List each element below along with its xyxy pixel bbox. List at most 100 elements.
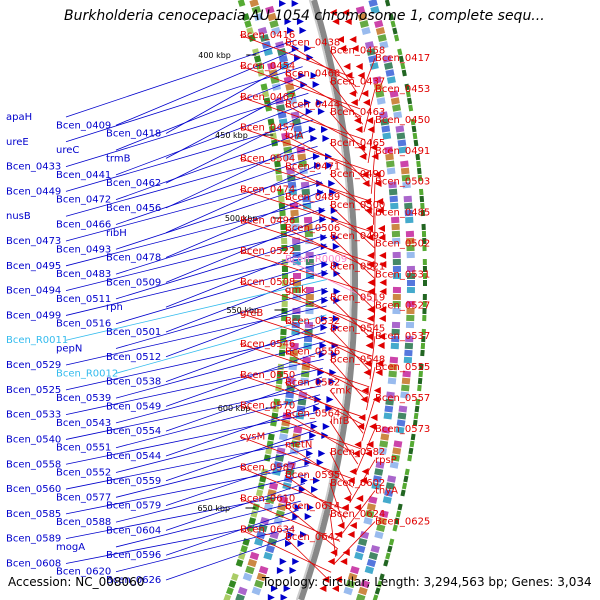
leader-line	[284, 73, 362, 117]
gene-label: Bcen_0552	[56, 468, 111, 479]
feature-block	[273, 461, 283, 469]
gene-arrow	[329, 189, 337, 196]
gene-arrow	[319, 585, 327, 592]
backbone-ring	[298, 0, 358, 600]
feature-block	[278, 195, 285, 203]
gene-label: Bcen_0614	[285, 501, 340, 512]
leader-line	[239, 467, 349, 511]
leader-line	[115, 394, 321, 449]
gene-arrow	[321, 126, 329, 133]
gene-label: Bcen_0468	[285, 69, 340, 80]
feature-block	[388, 13, 395, 21]
gene-arrow	[320, 234, 328, 241]
gene-label: Bcen_0604	[106, 525, 161, 536]
feature-block	[237, 586, 248, 596]
leader-line	[284, 135, 370, 179]
leader-line	[355, 428, 376, 473]
leader-line	[284, 42, 357, 87]
feature-block	[393, 34, 400, 42]
feature-block	[277, 503, 287, 511]
feature-block	[416, 160, 421, 168]
feature-block	[345, 579, 356, 589]
gene-arrow	[354, 504, 362, 511]
feature-block	[242, 572, 253, 582]
gene-label: trmB	[106, 153, 131, 164]
feature-block	[419, 195, 425, 203]
gene-arrow	[334, 576, 342, 583]
gene-label: Bcen_0642	[285, 532, 340, 543]
gene-label: Bcen_0573	[375, 424, 430, 435]
gene-arrow	[360, 396, 368, 403]
feature-block	[395, 125, 405, 133]
feature-block	[267, 62, 277, 70]
gene-arrow	[361, 171, 369, 178]
feature-block	[376, 97, 386, 105]
gene-label: Bcen_0504	[240, 154, 295, 165]
feature-block	[397, 412, 407, 420]
feature-block	[258, 565, 269, 575]
gene-label: Bcen_0539	[56, 393, 111, 404]
gene-label: Bcen_0444	[285, 100, 340, 111]
leader-line	[239, 250, 376, 295]
leader-line	[65, 518, 297, 564]
feature-block	[419, 363, 424, 371]
leader-line	[367, 119, 376, 164]
gene-arrow	[362, 180, 370, 187]
feature-block	[293, 426, 303, 434]
gene-arrow	[304, 45, 312, 52]
gene-arrow	[339, 45, 347, 52]
feature-block	[385, 482, 395, 490]
feature-block	[263, 454, 271, 462]
feature-block	[378, 447, 387, 455]
gene-label: Bcen_0454	[240, 61, 295, 72]
leader-line	[165, 83, 307, 159]
gene-arrow	[377, 342, 385, 349]
feature-block	[404, 202, 413, 210]
feature-block	[235, 559, 244, 567]
feature-block	[393, 440, 403, 448]
gene-label: ribH	[106, 228, 127, 239]
feature-block	[376, 580, 383, 588]
gene-arrow	[310, 72, 318, 79]
gene-label: greB	[240, 308, 263, 319]
leader-line	[165, 509, 299, 556]
gene-arrow	[374, 180, 382, 187]
gene-arrow	[363, 99, 371, 106]
feature-block	[286, 90, 296, 98]
gene-arrow	[364, 450, 372, 457]
feature-block	[388, 538, 395, 546]
gene-label: Bcen_0525	[6, 385, 61, 396]
feature-block	[417, 384, 422, 392]
feature-block	[385, 552, 391, 560]
feature-block	[387, 545, 393, 553]
gene-arrow	[367, 279, 375, 286]
gene-label: Bcen_0521	[330, 262, 385, 273]
gene-label: Bcen_0596	[106, 550, 161, 561]
gene-label: Bcen_R0009	[285, 254, 347, 265]
feature-block	[249, 551, 260, 561]
gene-arrow	[331, 216, 339, 223]
gene-arrow	[377, 225, 385, 232]
feature-block	[412, 132, 418, 140]
leader-line	[284, 474, 347, 519]
gene-arrow	[326, 162, 334, 169]
gene-arrow	[336, 36, 344, 43]
gene-label: rpsP	[375, 455, 397, 466]
leader-line	[165, 349, 325, 407]
feature-block	[386, 160, 395, 168]
feature-block	[376, 524, 386, 532]
feature-block	[366, 48, 376, 56]
feature-block	[384, 146, 393, 154]
gene-arrow	[361, 387, 369, 394]
feature-block	[374, 468, 384, 476]
feature-block	[228, 579, 237, 589]
feature-block	[246, 27, 254, 35]
gene-label: Bcen_0531	[375, 269, 430, 280]
feature-block	[366, 503, 376, 511]
feature-block	[377, 34, 387, 42]
feature-block	[419, 188, 424, 196]
feature-block	[256, 530, 266, 540]
gene-arrow	[349, 90, 357, 97]
gene-arrow	[311, 486, 319, 493]
feature-block	[263, 47, 273, 57]
